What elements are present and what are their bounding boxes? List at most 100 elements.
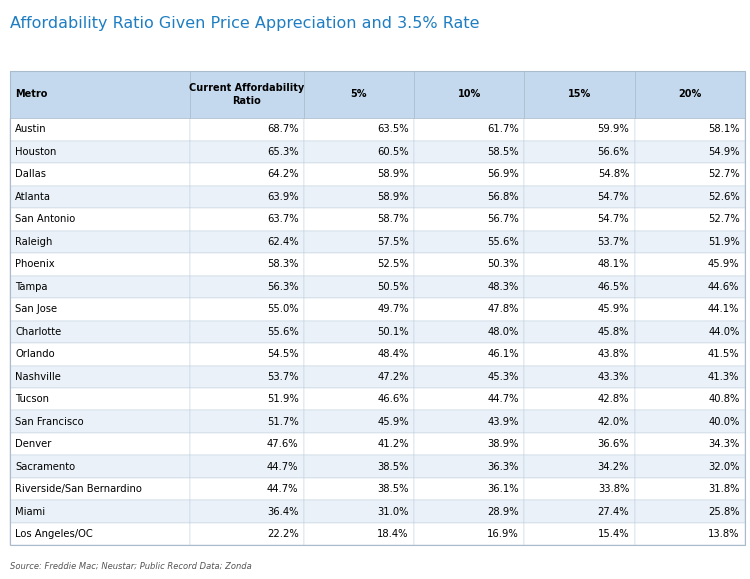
Text: 50.5%: 50.5% — [377, 282, 409, 292]
Text: 63.5%: 63.5% — [377, 124, 409, 134]
Text: 36.4%: 36.4% — [267, 507, 298, 516]
Text: 47.6%: 47.6% — [267, 439, 298, 449]
Text: 65.3%: 65.3% — [267, 147, 298, 157]
Text: 22.2%: 22.2% — [267, 529, 298, 539]
Text: 51.9%: 51.9% — [708, 237, 740, 247]
Text: 41.5%: 41.5% — [708, 349, 740, 359]
Text: 36.3%: 36.3% — [488, 461, 519, 472]
Text: 36.6%: 36.6% — [598, 439, 629, 449]
Text: 31.0%: 31.0% — [377, 507, 409, 516]
Text: 48.1%: 48.1% — [598, 259, 629, 269]
Text: 44.7%: 44.7% — [267, 461, 298, 472]
Text: 58.9%: 58.9% — [377, 169, 409, 179]
Text: Dallas: Dallas — [15, 169, 46, 179]
Text: 52.6%: 52.6% — [708, 192, 740, 202]
Text: 56.7%: 56.7% — [488, 214, 519, 224]
Text: Austin: Austin — [15, 124, 46, 134]
Text: 53.7%: 53.7% — [598, 237, 629, 247]
Text: 58.9%: 58.9% — [377, 192, 409, 202]
Text: 40.0%: 40.0% — [708, 417, 740, 427]
Text: San Francisco: San Francisco — [15, 417, 84, 427]
Text: 44.1%: 44.1% — [708, 305, 740, 314]
Text: 51.7%: 51.7% — [267, 417, 298, 427]
Text: 38.5%: 38.5% — [377, 461, 409, 472]
Text: 5%: 5% — [350, 89, 368, 100]
Text: Tampa: Tampa — [15, 282, 47, 292]
Text: 57.5%: 57.5% — [377, 237, 409, 247]
Text: 13.8%: 13.8% — [708, 529, 740, 539]
Text: 45.9%: 45.9% — [708, 259, 740, 269]
Text: 46.6%: 46.6% — [377, 394, 409, 404]
Text: 15%: 15% — [568, 89, 591, 100]
Text: Riverside/San Bernardino: Riverside/San Bernardino — [15, 484, 142, 494]
Text: Nashville: Nashville — [15, 372, 61, 382]
Text: 20%: 20% — [678, 89, 701, 100]
Text: 45.9%: 45.9% — [598, 305, 629, 314]
Text: 27.4%: 27.4% — [598, 507, 629, 516]
Text: 48.0%: 48.0% — [488, 327, 519, 337]
Text: 60.5%: 60.5% — [377, 147, 409, 157]
Text: Tucson: Tucson — [15, 394, 49, 404]
Text: 52.7%: 52.7% — [708, 214, 740, 224]
Text: 41.3%: 41.3% — [708, 372, 740, 382]
Text: Affordability Ratio Given Price Appreciation and 3.5% Rate: Affordability Ratio Given Price Apprecia… — [10, 16, 479, 31]
Text: 54.7%: 54.7% — [598, 214, 629, 224]
Text: 31.8%: 31.8% — [708, 484, 740, 494]
Text: 44.7%: 44.7% — [488, 394, 519, 404]
Text: 58.3%: 58.3% — [267, 259, 298, 269]
Text: Charlotte: Charlotte — [15, 327, 62, 337]
Text: 54.5%: 54.5% — [267, 349, 298, 359]
Text: 62.4%: 62.4% — [267, 237, 298, 247]
Text: 41.2%: 41.2% — [377, 439, 409, 449]
Text: 54.8%: 54.8% — [598, 169, 629, 179]
Text: 46.5%: 46.5% — [598, 282, 629, 292]
Text: 33.8%: 33.8% — [598, 484, 629, 494]
Text: 55.6%: 55.6% — [488, 237, 519, 247]
Text: 63.7%: 63.7% — [267, 214, 298, 224]
Text: 38.5%: 38.5% — [377, 484, 409, 494]
Text: 44.0%: 44.0% — [708, 327, 740, 337]
Text: 43.9%: 43.9% — [488, 417, 519, 427]
Text: 32.0%: 32.0% — [708, 461, 740, 472]
Text: Sacramento: Sacramento — [15, 461, 75, 472]
Text: 15.4%: 15.4% — [598, 529, 629, 539]
Text: Miami: Miami — [15, 507, 45, 516]
Text: 50.1%: 50.1% — [377, 327, 409, 337]
Text: San Jose: San Jose — [15, 305, 57, 314]
Text: 50.3%: 50.3% — [488, 259, 519, 269]
Text: 43.8%: 43.8% — [598, 349, 629, 359]
Text: 43.3%: 43.3% — [598, 372, 629, 382]
Text: San Antonio: San Antonio — [15, 214, 75, 224]
Text: 44.7%: 44.7% — [267, 484, 298, 494]
Text: 56.6%: 56.6% — [598, 147, 629, 157]
Text: 53.7%: 53.7% — [267, 372, 298, 382]
Text: 47.2%: 47.2% — [377, 372, 409, 382]
Text: 42.8%: 42.8% — [598, 394, 629, 404]
Text: 40.8%: 40.8% — [708, 394, 740, 404]
Text: 56.8%: 56.8% — [488, 192, 519, 202]
Text: 61.7%: 61.7% — [488, 124, 519, 134]
Text: 63.9%: 63.9% — [267, 192, 298, 202]
Text: 55.0%: 55.0% — [267, 305, 298, 314]
Text: 16.9%: 16.9% — [488, 529, 519, 539]
Text: 47.8%: 47.8% — [488, 305, 519, 314]
Text: 34.3%: 34.3% — [708, 439, 740, 449]
Text: 51.9%: 51.9% — [267, 394, 298, 404]
Text: 54.7%: 54.7% — [598, 192, 629, 202]
Text: Atlanta: Atlanta — [15, 192, 51, 202]
Text: 52.5%: 52.5% — [377, 259, 409, 269]
Text: 58.7%: 58.7% — [377, 214, 409, 224]
Text: 64.2%: 64.2% — [267, 169, 298, 179]
Text: 25.8%: 25.8% — [708, 507, 740, 516]
Text: 45.9%: 45.9% — [377, 417, 409, 427]
Text: 34.2%: 34.2% — [598, 461, 629, 472]
Text: Metro: Metro — [15, 89, 47, 100]
Text: 36.1%: 36.1% — [488, 484, 519, 494]
Text: 55.6%: 55.6% — [267, 327, 298, 337]
Text: 58.5%: 58.5% — [488, 147, 519, 157]
Text: 49.7%: 49.7% — [377, 305, 409, 314]
Text: 45.3%: 45.3% — [488, 372, 519, 382]
Text: 52.7%: 52.7% — [708, 169, 740, 179]
Text: 18.4%: 18.4% — [377, 529, 409, 539]
Text: 45.8%: 45.8% — [598, 327, 629, 337]
